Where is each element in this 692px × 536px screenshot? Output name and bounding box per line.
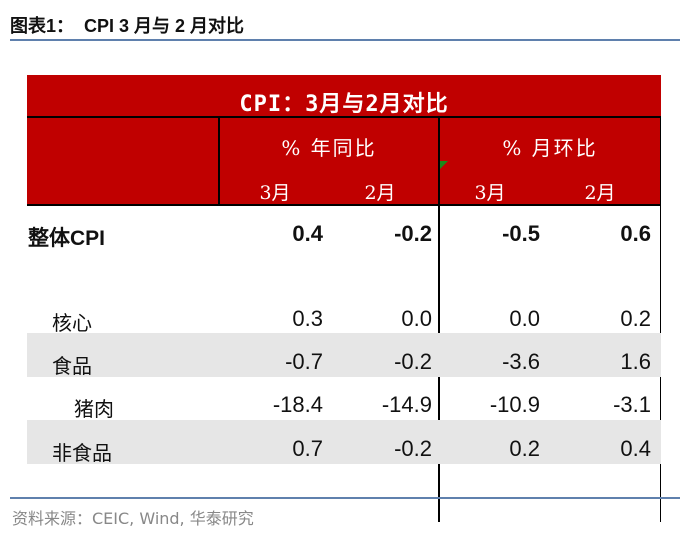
cell-value: -0.2 [394, 436, 432, 461]
cell-value: 0.0 [509, 306, 540, 331]
row-label: 整体CPI [28, 227, 106, 250]
top-rule [10, 39, 680, 41]
comment-marker-icon [440, 161, 448, 169]
divider [218, 116, 220, 205]
month-header: 3月 [259, 182, 291, 204]
cell-value: 1.6 [620, 349, 651, 374]
cell-value: -3.6 [502, 349, 540, 374]
group-yoy: % 年同比 [281, 136, 377, 160]
source-note: 资料来源：CEIC, Wind, 华泰研究 [12, 509, 254, 528]
cell-value: 0.0 [401, 306, 432, 331]
divider [660, 116, 661, 522]
cell-value: -0.2 [394, 221, 432, 246]
cell-value: -0.7 [285, 349, 323, 374]
month-header: 3月 [474, 182, 506, 204]
divider [438, 116, 440, 522]
bottom-rule [10, 497, 680, 499]
group-mom: % 月环比 [502, 136, 598, 160]
month-header: 2月 [584, 182, 616, 204]
row-stripe [27, 420, 661, 464]
table-title: CPI：3月与2月对比 [239, 92, 449, 117]
cell-value: -14.9 [381, 392, 432, 417]
row-label: 食品 [52, 354, 92, 378]
row-stripe [27, 333, 661, 377]
row-label: 非食品 [52, 441, 112, 465]
cell-value: -0.5 [502, 221, 540, 246]
figure-title: 图表1： CPI 3 月与 2 月对比 [10, 16, 245, 36]
cell-value: 0.2 [509, 436, 540, 461]
month-header: 2月 [364, 182, 396, 204]
cell-value: -18.4 [272, 392, 323, 417]
cell-value: -10.9 [489, 392, 540, 417]
table-header [27, 75, 661, 205]
divider [27, 116, 661, 118]
cell-value: 0.4 [620, 436, 651, 461]
cell-value: 0.4 [292, 221, 323, 246]
cell-value: 0.2 [620, 306, 651, 331]
cell-value: 0.3 [292, 306, 323, 331]
cell-value: 0.6 [620, 221, 651, 246]
cell-value: -0.2 [394, 349, 432, 374]
divider [27, 204, 661, 206]
row-label: 核心 [52, 311, 92, 335]
cell-value: -3.1 [613, 392, 651, 417]
row-label: 猪肉 [74, 397, 114, 421]
cell-value: 0.7 [292, 436, 323, 461]
